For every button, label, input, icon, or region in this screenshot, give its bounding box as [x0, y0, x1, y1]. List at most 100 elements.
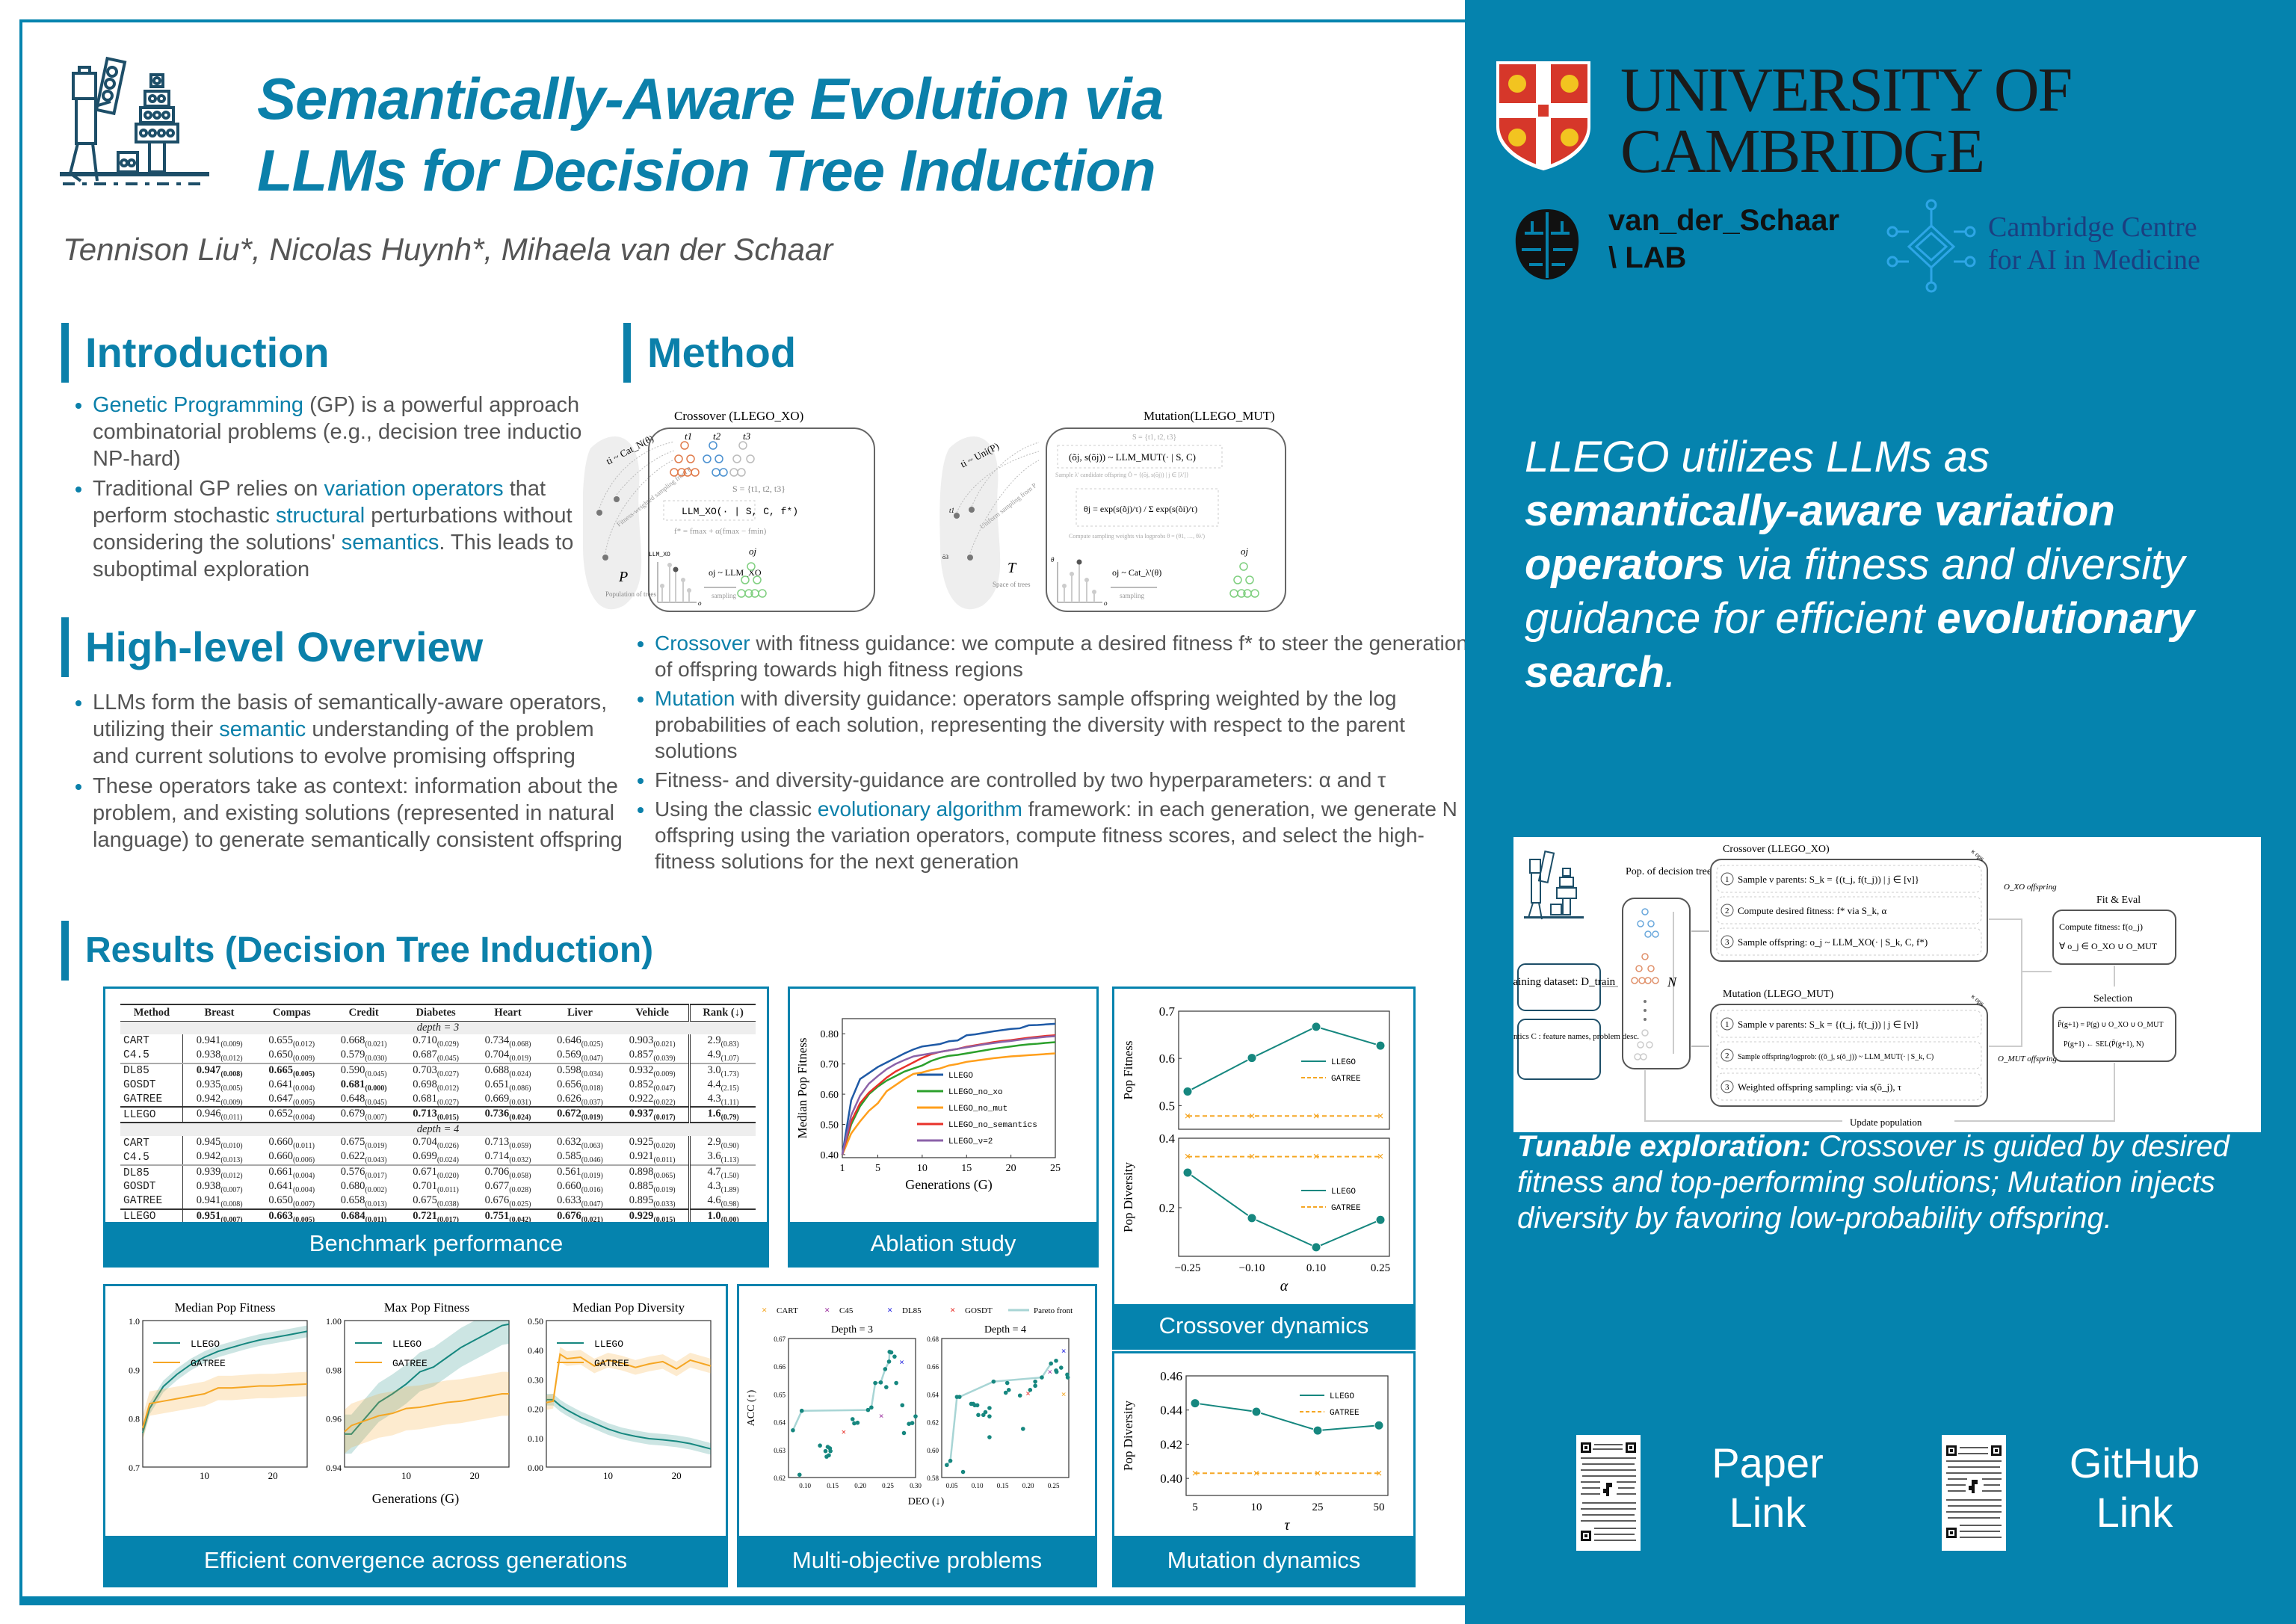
tagline-part-1: LLEGO utilizes LLMs as — [1525, 433, 1990, 481]
score-value: 0.576 — [340, 1166, 365, 1179]
title-line-1: Semantically-Aware Evolution via — [257, 66, 1164, 132]
depth-label: depth = 4 — [120, 1123, 756, 1137]
llego-point — [1054, 1369, 1059, 1374]
x-tick-label: 25 — [1050, 1163, 1061, 1174]
score-cell: 4.6(0.98) — [688, 1194, 756, 1209]
university-line-1: UNIVERSITY OF — [1620, 55, 2073, 125]
score-cell: 0.698(0.012) — [400, 1078, 472, 1093]
score-std: (0.004) — [292, 1172, 315, 1181]
score-value: 0.703 — [413, 1063, 437, 1076]
github-link[interactable]: GitHub Link — [2060, 1439, 2209, 1537]
score-std: (0.034) — [581, 1069, 603, 1078]
subplot-title: Median Pop Diversity — [573, 1300, 685, 1315]
y-tick-label: 0.2 — [1159, 1201, 1175, 1215]
axes-frame — [1178, 1010, 1390, 1130]
score-std: (0.024) — [436, 1156, 459, 1165]
score-cell: 0.938(0.007) — [183, 1180, 256, 1194]
mut-step-1: Sample ν parents: S_k = {(t_j, f(t_j)) |… — [1738, 1019, 1919, 1030]
score-value: 0.669 — [484, 1092, 510, 1105]
score-std: (1.11) — [720, 1098, 739, 1107]
mutation-dynamics-chart: 0.40 0.42 0.44 0.46 5 10 25 50 τ Pop Diversity LLE… — [1121, 1369, 1389, 1534]
score-value: 0.646 — [557, 1034, 581, 1046]
score-cell: 0.561(0.019) — [543, 1164, 617, 1181]
llego-point — [913, 1414, 918, 1418]
score-cell: 0.677(0.028) — [472, 1180, 543, 1194]
mut-step-num-3: 3 — [1725, 1083, 1729, 1092]
score-std: (0.017) — [653, 1114, 676, 1123]
y-tick-label: 0.66 — [774, 1363, 786, 1371]
score-cell: 0.713(0.015) — [399, 1106, 472, 1124]
score-std: (0.79) — [720, 1114, 739, 1123]
score-std: (0.045) — [365, 1098, 387, 1107]
update-population-label: Update population — [1850, 1117, 1922, 1128]
score-std: (0.042) — [509, 1215, 531, 1224]
paper-link[interactable]: Paper Link — [1704, 1439, 1831, 1537]
github-qr-code[interactable] — [1942, 1435, 2006, 1551]
score-value: 0.704 — [484, 1048, 510, 1060]
series-line-0 — [345, 1323, 510, 1435]
y-tick-label: 0.62 — [774, 1475, 786, 1482]
score-cell: 0.703(0.027) — [399, 1062, 472, 1078]
method-cell: GATREE — [120, 1092, 184, 1108]
xo-fig-box — [648, 427, 875, 612]
score-cell: 0.656(0.018) — [544, 1078, 616, 1093]
llego-point — [1054, 1358, 1058, 1363]
table-row: DL85 0.947(0.008) 0.665(0.005) 0.590(0.045)… — [120, 1062, 756, 1078]
score-cell: 0.585(0.046) — [544, 1150, 616, 1165]
score-std: (0.058) — [509, 1172, 531, 1181]
score-std: (0.027) — [436, 1069, 459, 1078]
xo-t2: t2 — [713, 430, 721, 442]
point-marker — [1247, 1053, 1257, 1063]
brain-logo-icon — [1515, 209, 1579, 280]
llego-point — [975, 1403, 980, 1408]
score-cell: 0.680(0.002) — [327, 1180, 399, 1194]
score-value: 0.941 — [196, 1034, 221, 1046]
score-value: 0.590 — [340, 1063, 365, 1076]
xo-llmxo-axis: LLM_XO — [649, 552, 670, 558]
score-std: (0.017) — [436, 1215, 459, 1224]
axes-frame — [941, 1338, 1070, 1478]
score-cell: 0.852(0.047) — [616, 1078, 690, 1093]
score-std: (0.011) — [293, 1142, 315, 1151]
benchmark-column-header: Rank (↓) — [688, 1004, 756, 1022]
score-std: (0.00) — [720, 1215, 739, 1224]
score-std: (0.009) — [220, 1098, 243, 1107]
benchmark-column-header: Breast — [182, 1004, 256, 1022]
training-dataset-text: Training dataset: D_train — [1513, 976, 1616, 988]
llego-point — [1003, 1390, 1008, 1395]
llego-point — [987, 1406, 992, 1410]
score-value: 0.938 — [196, 1180, 221, 1193]
score-std: (0.005) — [292, 1098, 315, 1107]
series-line-4 — [841, 1035, 1056, 1155]
score-value: 0.857 — [629, 1048, 654, 1060]
score-cell: 1.6(0.79) — [688, 1106, 756, 1124]
mut-llm-call: (õj, s(õj)) ~ LLM_MUT(· | S, C) — [1069, 451, 1196, 463]
score-std: (0.007) — [292, 1200, 315, 1208]
crossover-dynamics-chart: 0.5 0.6 0.7 Pop Fitness LLEGO × × × × GATREE 0.2 0.… — [1121, 1004, 1390, 1294]
y-tick-label: 0.60 — [927, 1447, 939, 1454]
score-std: (0.063) — [581, 1142, 603, 1151]
paper-qr-code[interactable] — [1576, 1435, 1641, 1551]
series-line-1 — [841, 1041, 1056, 1155]
score-std: (0.98) — [720, 1200, 739, 1208]
series-line-0 — [1194, 1402, 1380, 1432]
benchmark-column-header: Credit — [327, 1004, 400, 1022]
selection-title: Selection — [2093, 993, 2132, 1004]
mut-o3-label: õ3 — [942, 554, 948, 561]
score-value: 4.9 — [707, 1048, 721, 1060]
score-std: (0.011) — [365, 1215, 387, 1224]
score-value: 0.641 — [268, 1078, 293, 1090]
score-std: (0.90) — [720, 1142, 739, 1151]
convergence-caption: Efficient convergence across generations — [105, 1536, 726, 1585]
score-cell: 2.9(0.90) — [688, 1136, 756, 1151]
llego-point — [957, 1395, 962, 1399]
mut-step-3: Weighted offspring sampling: via s(õ_j),… — [1738, 1081, 1901, 1093]
xo-s-set: S = {t1, t2, t3} — [732, 484, 786, 494]
x-tick-label: 0.20 — [854, 1482, 866, 1489]
score-cell: 0.946(0.011) — [182, 1106, 256, 1124]
series-line-1 — [142, 1383, 308, 1429]
overview-bullet-1: LLMs form the basis of semantically-awar… — [93, 689, 631, 770]
mut-sampling-label: sampling — [1120, 592, 1144, 599]
score-std: (0.045) — [436, 1054, 459, 1063]
y-tick-label: 0.5 — [1159, 1099, 1175, 1113]
